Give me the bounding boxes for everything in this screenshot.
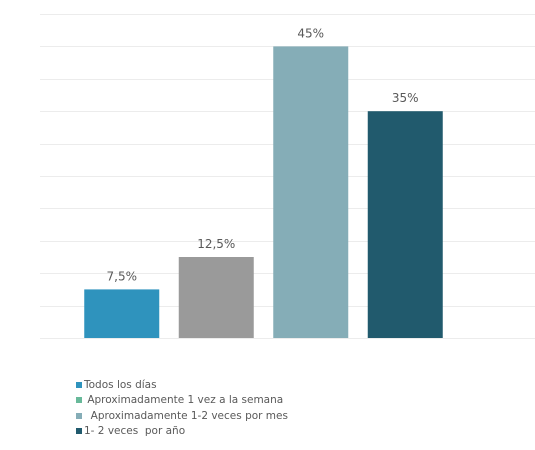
bar <box>367 111 443 338</box>
legend-item: 1- 2 veces por año <box>76 424 288 440</box>
bar <box>178 257 254 338</box>
data-label: 12,5% <box>197 237 235 251</box>
legend-label: Todos los días <box>84 378 157 391</box>
legend-item: Aproximadamente 1 vez a la semana <box>76 393 288 409</box>
legend-label: 1- 2 veces por año <box>84 425 186 438</box>
legend-swatch-icon <box>76 428 82 435</box>
bars <box>84 46 443 339</box>
bar <box>273 46 349 339</box>
legend-item: Aproximadamente 1-2 veces por mes <box>76 408 288 424</box>
legend-label: Aproximadamente 1-2 veces por mes <box>84 409 288 422</box>
bar <box>84 289 160 338</box>
data-labels: 7,5% 12,5% 45% 35% <box>107 26 419 283</box>
legend-label: Aproximadamente 1 vez a la semana <box>84 394 284 407</box>
data-label: 45% <box>297 26 324 40</box>
data-label: 35% <box>392 91 419 105</box>
legend-item: Todos los días <box>76 377 288 393</box>
legend-swatch-icon <box>76 412 82 419</box>
legend: Todos los días Aproximadamente 1 vez a l… <box>76 377 288 439</box>
legend-swatch-icon <box>76 381 82 388</box>
legend-swatch-icon <box>76 397 82 404</box>
data-label: 7,5% <box>107 269 138 283</box>
